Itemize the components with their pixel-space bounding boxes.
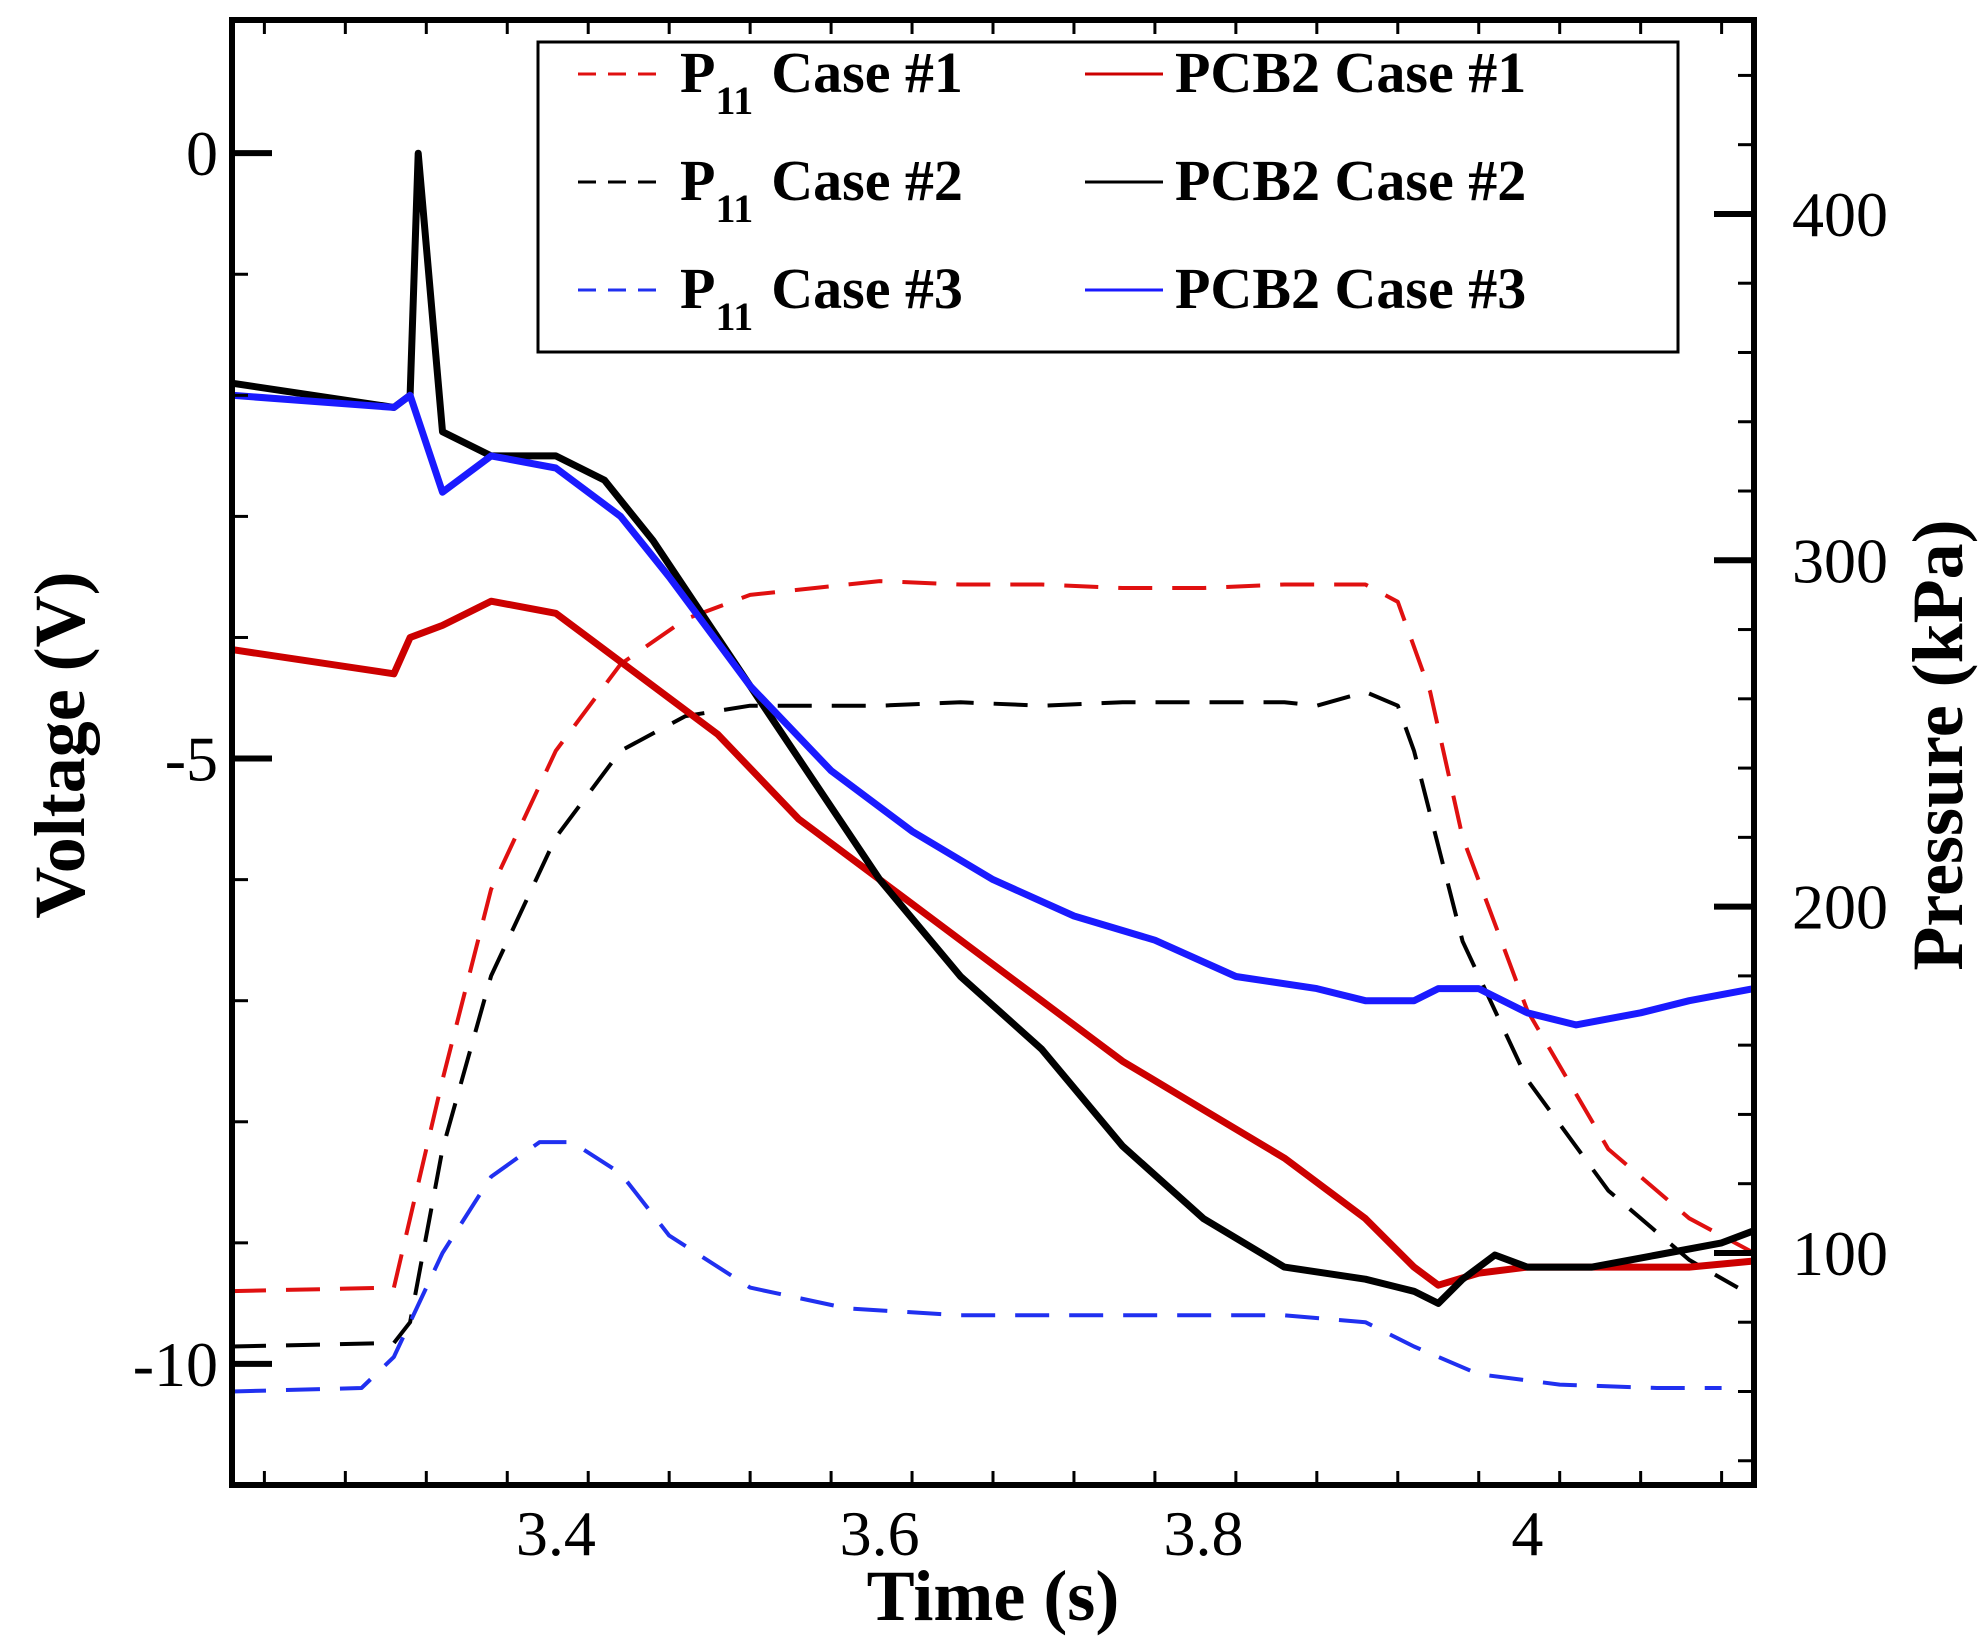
y-left-tick-label: 0: [186, 118, 218, 189]
y-axis-left-title: Voltage (V): [20, 571, 100, 918]
legend-label: PCB2 Case #2: [1175, 148, 1526, 213]
legend-label: PCB2 Case #1: [1175, 40, 1526, 105]
x-axis-title: Time (s): [867, 1556, 1120, 1636]
series-line-pcb2-case-1: [231, 597, 1755, 1289]
x-tick-label: 3.6: [840, 1498, 920, 1569]
x-tick-label: 3.8: [1163, 1498, 1243, 1569]
legend-label: PCB2 Case #3: [1175, 256, 1526, 321]
y-left-tick-label: -5: [165, 724, 218, 795]
legend-entries: P11 Case #1 P11 Case #2 P11 Case #3 PCB2 Case …: [578, 40, 1526, 339]
legend-label: P11 Case #3: [680, 256, 963, 339]
series-line-p11-case-3: [231, 1140, 1722, 1394]
series-line-p11-case-2: [231, 689, 1739, 1349]
series-line-p11-case-1: [231, 579, 1755, 1294]
tick-layer: 3.4 3.6 3.8 4 0 -5 -10 400 300 200 100: [133, 20, 1888, 1569]
legend-box: [536, 40, 1680, 354]
y-right-tick-label: 400: [1792, 179, 1888, 250]
x-tick-label: 4: [1511, 1498, 1543, 1569]
y-right-tick-label: 100: [1792, 1218, 1888, 1289]
y-left-tick-label: -10: [133, 1329, 218, 1400]
series-line-pcb2-case-2: [231, 149, 1756, 1307]
legend-label: P11 Case #1: [680, 40, 963, 123]
series-line-pcb2-case-3: [231, 391, 1755, 1029]
legend-label: P11 Case #2: [680, 148, 963, 231]
legend: P11 Case #1 P11 Case #2 P11 Case #3 PCB2 Case …: [536, 40, 1680, 354]
y-right-tick-label: 300: [1792, 525, 1888, 596]
y-right-tick-label: 200: [1792, 872, 1888, 943]
series-layer: [231, 149, 1756, 1394]
y-axis-right-title: Pressure (kPa): [1898, 519, 1978, 970]
x-tick-label: 3.4: [516, 1498, 596, 1569]
